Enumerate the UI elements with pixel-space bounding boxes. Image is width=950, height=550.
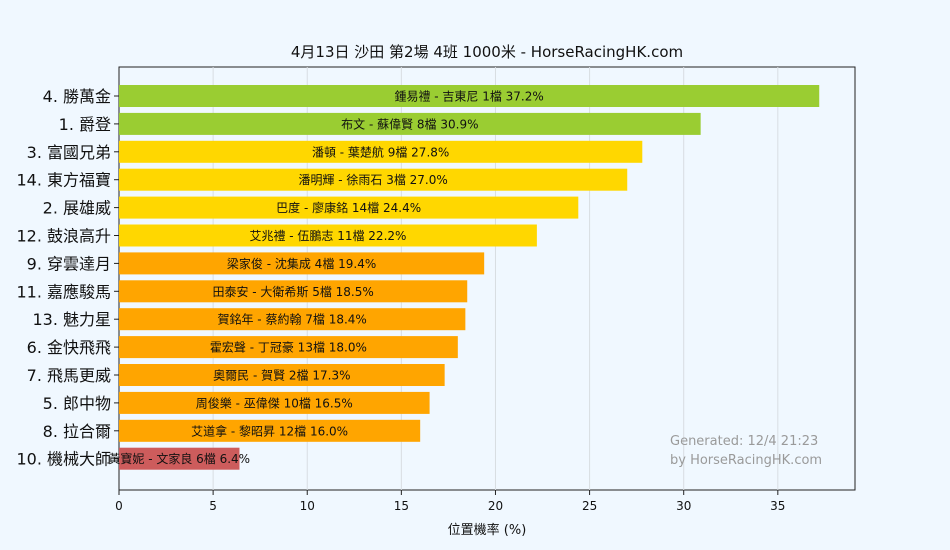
bar-label: 鍾易禮 - 吉東尼 1檔 37.2% xyxy=(394,90,543,104)
category-label: 7. 飛馬更威 xyxy=(27,366,111,385)
watermark-generated: Generated: 12/4 21:23 xyxy=(670,434,818,449)
bar-label: 霍宏聲 - 丁冠豪 13檔 18.0% xyxy=(210,340,367,355)
category-label: 12. 鼓浪高升 xyxy=(16,227,111,246)
gridlines xyxy=(212,67,779,490)
bar xyxy=(119,140,643,163)
bar-label: 潘明輝 - 徐雨石 3檔 27.0% xyxy=(298,172,447,187)
x-tick-label: 10 xyxy=(300,499,315,513)
bar xyxy=(119,336,458,359)
bar-label: 奧爾民 - 賀賢 2檔 17.3% xyxy=(213,369,350,383)
bar-label: 潘頓 - 葉楚航 9檔 27.8% xyxy=(312,144,449,159)
bar xyxy=(119,85,820,107)
category-label: 14. 東方福寶 xyxy=(16,171,111,190)
bar xyxy=(119,168,628,191)
bar xyxy=(119,280,468,303)
bar-label: 艾兆禮 - 伍鵬志 11檔 22.2% xyxy=(249,229,406,243)
bar xyxy=(119,196,579,219)
x-tick-label: 5 xyxy=(209,499,217,513)
category-label: 1. 爵登 xyxy=(59,115,111,134)
x-tick-label: 20 xyxy=(488,499,503,513)
bar-label: 艾道拿 - 黎昭昇 12檔 16.0% xyxy=(191,423,348,438)
x-axis-ticks: 0 5 10 15 20 25 30 35 xyxy=(115,490,785,513)
x-tick-label: 15 xyxy=(394,499,409,513)
category-label: 11. 嘉應駿馬 xyxy=(16,282,111,301)
x-axis-label: 位置機率 (%) xyxy=(448,522,527,538)
category-label: 8. 拉合爾 xyxy=(43,422,111,441)
bar xyxy=(119,419,421,442)
bar-label: 賀銘年 - 蔡約翰 7檔 18.4% xyxy=(217,312,366,327)
category-label: 3. 富國兄弟 xyxy=(27,143,111,162)
x-tick-label: 35 xyxy=(770,499,785,513)
bar-label: 黃寶妮 - 文家良 6檔 6.4% xyxy=(108,451,250,466)
category-label: 13. 魅力星 xyxy=(32,310,111,329)
bar-label: 梁家俊 - 沈集成 4檔 19.4% xyxy=(227,256,376,271)
bar-label: 布文 - 蘇偉賢 8檔 30.9% xyxy=(341,116,478,131)
bar xyxy=(119,391,430,414)
bar xyxy=(119,252,485,275)
bar xyxy=(119,224,537,247)
bar-label: 巴度 - 廖康銘 14檔 24.4% xyxy=(276,200,421,215)
category-label: 5. 郎中物 xyxy=(43,394,111,413)
bar xyxy=(119,308,466,331)
bar xyxy=(119,112,701,135)
category-label: 6. 金快飛飛 xyxy=(27,338,111,357)
category-label: 2. 展雄威 xyxy=(43,199,111,218)
bar-label: 周俊樂 - 巫偉傑 10檔 16.5% xyxy=(196,395,353,410)
bar xyxy=(119,447,240,470)
x-tick-label: 0 xyxy=(115,499,123,513)
bars-group: 4. 勝萬金 鍾易禮 - 吉東尼 1檔 37.2% 1. 爵登 布文 - 蘇偉賢 8檔… xyxy=(16,85,820,470)
plot-area xyxy=(118,66,856,491)
watermark-site: by HorseRacingHK.com xyxy=(670,453,822,468)
bar xyxy=(119,364,445,386)
x-tick-label: 25 xyxy=(582,499,597,513)
bar-label: 田泰安 - 大衛希斯 5檔 18.5% xyxy=(212,284,373,299)
chart-title: 4月13日 沙田 第2場 4班 1000米 - HorseRacingHK.co… xyxy=(291,43,683,61)
x-tick-label: 30 xyxy=(676,499,691,513)
category-label: 9. 穿雲達月 xyxy=(27,254,111,273)
category-label: 10. 機械大師 xyxy=(16,450,111,469)
category-label: 4. 勝萬金 xyxy=(43,87,111,106)
